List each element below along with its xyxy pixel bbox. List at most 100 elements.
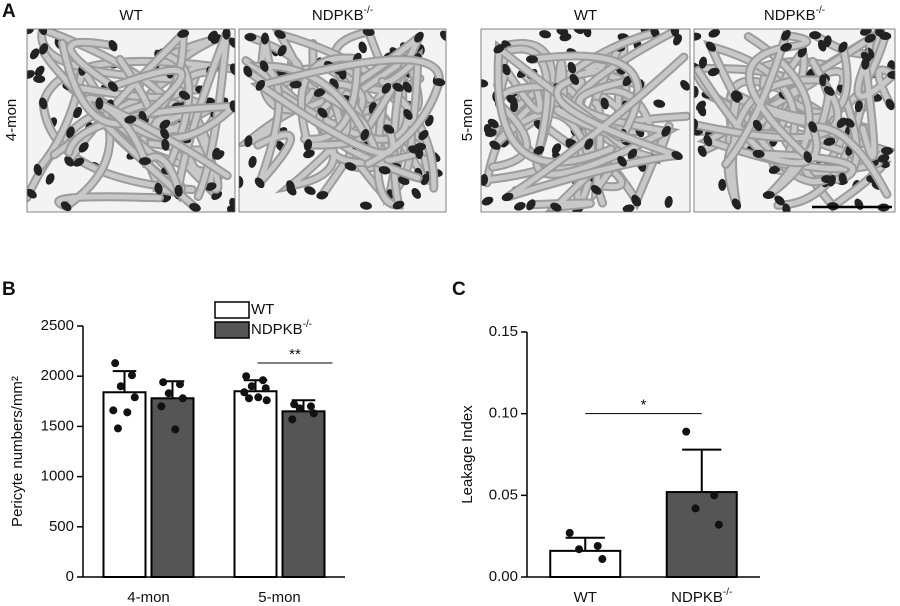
y-tick-label: 2500 — [41, 317, 74, 334]
data-point — [254, 393, 263, 402]
legend-swatch — [214, 321, 250, 339]
nucleus — [229, 100, 235, 113]
nucleus — [670, 29, 680, 37]
nucleus — [259, 60, 269, 72]
nucleus — [212, 147, 221, 160]
column-label-text: NDPKB — [312, 7, 364, 24]
x-tick-label-text: 5-mon — [258, 589, 301, 606]
data-point — [116, 382, 125, 391]
nucleus — [274, 30, 286, 39]
nucleus — [539, 30, 552, 39]
panel-label: B — [2, 279, 16, 300]
data-point — [113, 424, 122, 433]
nucleus — [433, 78, 446, 87]
y-tick-label: 1500 — [41, 417, 74, 434]
y-tick-label: 0.05 — [489, 486, 518, 503]
data-point — [295, 404, 304, 413]
nucleus — [731, 198, 742, 210]
column-label-text: WT — [574, 7, 597, 24]
nucleus — [27, 29, 34, 35]
bar — [549, 549, 622, 578]
micrograph — [239, 29, 446, 210]
nucleus — [838, 172, 847, 185]
nucleus — [277, 45, 287, 57]
bar — [665, 491, 738, 579]
nucleus — [403, 108, 413, 120]
nucleus — [768, 165, 781, 174]
nucleus — [227, 205, 235, 212]
nucleus — [590, 184, 602, 195]
x-tick-label-text: NDPKB — [671, 589, 723, 606]
micrograph-border — [238, 28, 447, 213]
data-point — [111, 359, 120, 368]
nucleus — [617, 155, 627, 167]
significance-label: ** — [289, 346, 301, 363]
data-point — [242, 372, 251, 381]
nucleus — [317, 107, 328, 118]
nucleus — [808, 121, 818, 133]
y-tick-label: 0.10 — [489, 405, 518, 422]
nucleus — [72, 157, 85, 167]
nucleus — [159, 119, 171, 130]
nucleus — [780, 43, 792, 52]
nucleus — [752, 119, 763, 131]
significance-label: * — [641, 397, 647, 414]
nucleus — [526, 199, 536, 211]
data-point — [258, 376, 267, 385]
y-tick-label: 1000 — [41, 468, 74, 485]
nucleus — [664, 196, 673, 208]
nucleus — [707, 67, 720, 77]
data-point — [565, 528, 574, 537]
bar — [233, 390, 278, 579]
nucleus — [514, 202, 526, 211]
nucleus — [73, 106, 83, 119]
nucleus — [161, 138, 170, 151]
nucleus — [95, 97, 104, 110]
micrograph — [694, 29, 895, 212]
nucleus — [204, 182, 217, 191]
nucleus — [207, 30, 218, 41]
legend-label: WT — [251, 301, 274, 318]
nucleus — [879, 32, 892, 41]
nucleus — [139, 157, 152, 166]
nucleus — [823, 35, 832, 48]
nucleus — [551, 143, 562, 155]
nucleus — [550, 202, 562, 212]
y-axis-label: Pericyte numbers/mm² — [9, 376, 26, 527]
nucleus — [178, 90, 191, 100]
nucleus — [303, 149, 315, 159]
data-point — [593, 541, 602, 550]
nucleus — [411, 187, 421, 199]
data-point — [261, 384, 270, 393]
nucleus — [27, 188, 37, 199]
nucleus — [27, 70, 35, 79]
nucleus — [248, 156, 257, 168]
nucleus — [506, 94, 518, 105]
nucleus — [781, 29, 791, 41]
nucleus — [344, 162, 357, 171]
column-label-sup: -/- — [364, 5, 373, 16]
nucleus — [33, 163, 43, 176]
nucleus — [680, 80, 690, 91]
data-point — [159, 378, 168, 387]
nucleus — [303, 139, 313, 151]
nucleus — [694, 32, 702, 41]
nucleus — [304, 186, 316, 195]
nucleus — [819, 74, 828, 87]
micrograph — [481, 29, 690, 212]
nucleus — [838, 41, 848, 53]
micrographs — [26, 28, 896, 213]
nucleus — [177, 29, 190, 38]
nucleus — [243, 65, 253, 78]
nucleus — [809, 31, 822, 40]
bar — [102, 391, 147, 578]
legend-swatch — [214, 301, 250, 319]
data-point — [710, 491, 719, 500]
nucleus — [600, 97, 609, 110]
x-tick-label-sup: -/- — [723, 587, 732, 598]
nucleus — [877, 154, 890, 163]
nucleus — [228, 37, 235, 49]
vessel-lumen — [255, 63, 368, 185]
nucleus — [289, 80, 302, 89]
vessel-lumen — [98, 101, 230, 194]
